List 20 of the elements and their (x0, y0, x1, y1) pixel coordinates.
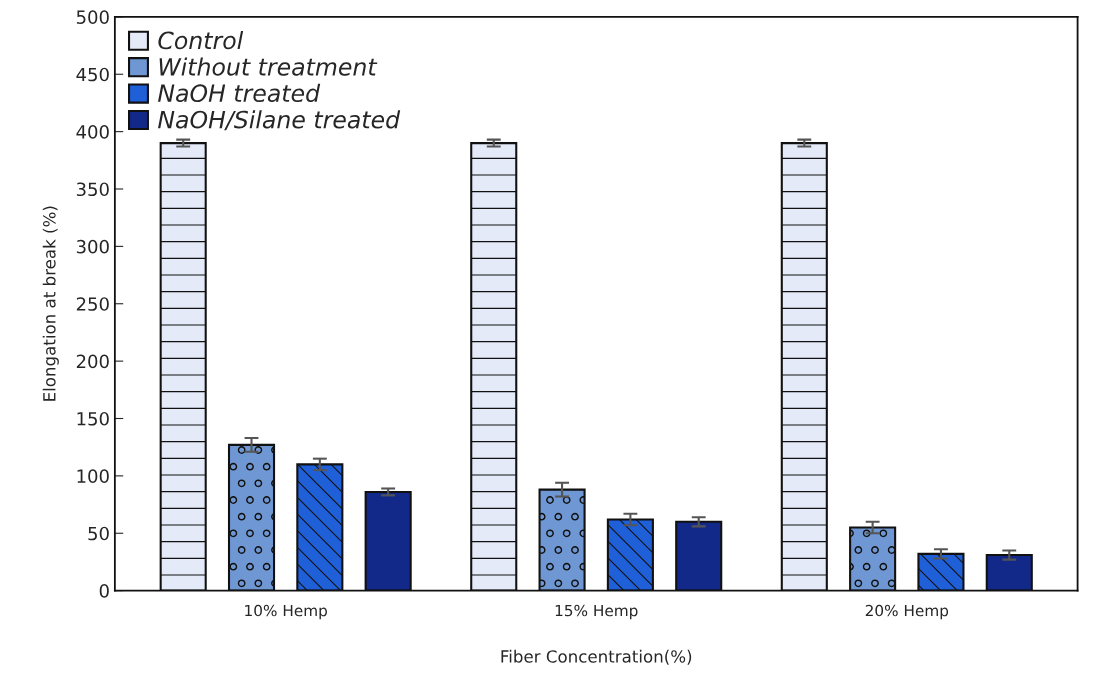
x-axis-title: Fiber Concentration(%) (501, 649, 692, 665)
y-tick-label: 50 (88, 526, 109, 541)
y-tick-label: 400 (76, 125, 109, 139)
legend-label: Control (158, 31, 244, 50)
legend-label: NaOH/Silane treated (158, 110, 401, 131)
y-tick-label: 250 (76, 297, 109, 311)
y-tick-label: 500 (76, 10, 109, 24)
legend-label: NaOH treated (158, 83, 321, 103)
x-tick-label: 15% Hemp (555, 604, 638, 620)
y-tick-label: 100 (77, 469, 109, 483)
x-tick-label: 20% Hemp (865, 604, 949, 620)
y-tick-label: 0 (99, 584, 109, 598)
y-tick-label: 350 (76, 182, 109, 197)
y-tick-label: 200 (76, 354, 109, 369)
y-tick-label: 150 (77, 411, 109, 426)
y-axis-title: Elongation at break (%) (42, 206, 59, 401)
y-tick-label: 300 (76, 239, 109, 254)
legend-label: Without treatment (159, 57, 378, 76)
x-tick-label: 10% Hemp (245, 604, 327, 620)
y-tick-label: 450 (76, 67, 109, 82)
